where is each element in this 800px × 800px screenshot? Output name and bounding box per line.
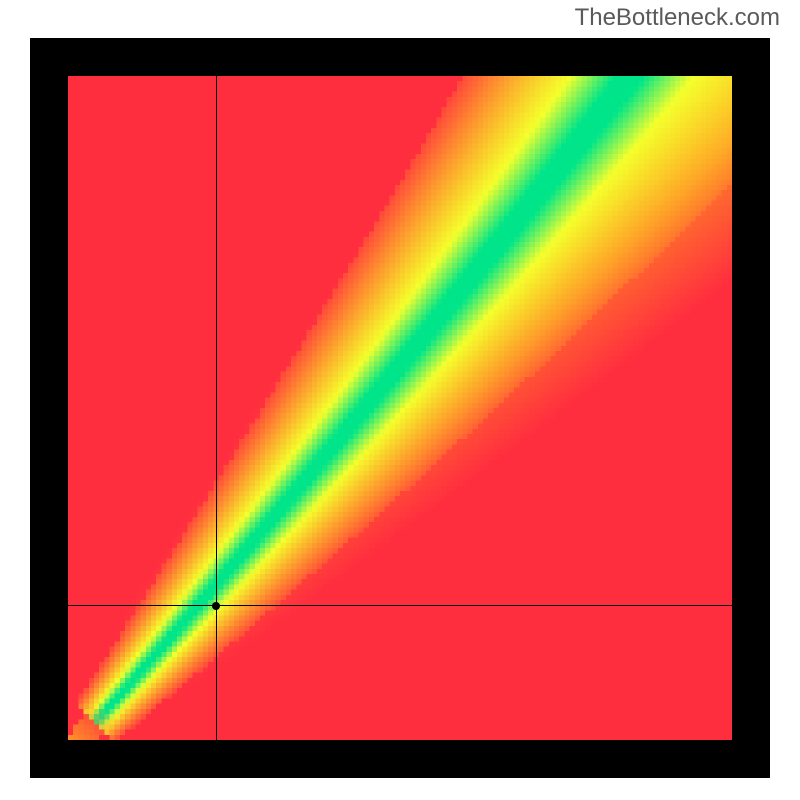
marker-dot — [212, 602, 220, 610]
watermark-text: TheBottleneck.com — [575, 4, 780, 32]
heatmap-canvas — [68, 76, 732, 740]
crosshair-horizontal — [68, 605, 732, 606]
chart-container: TheBottleneck.com — [0, 0, 800, 800]
crosshair-vertical — [216, 76, 217, 740]
